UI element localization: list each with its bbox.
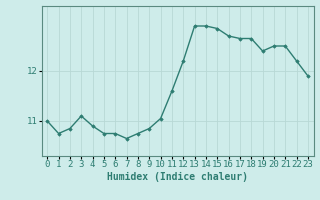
- X-axis label: Humidex (Indice chaleur): Humidex (Indice chaleur): [107, 172, 248, 182]
